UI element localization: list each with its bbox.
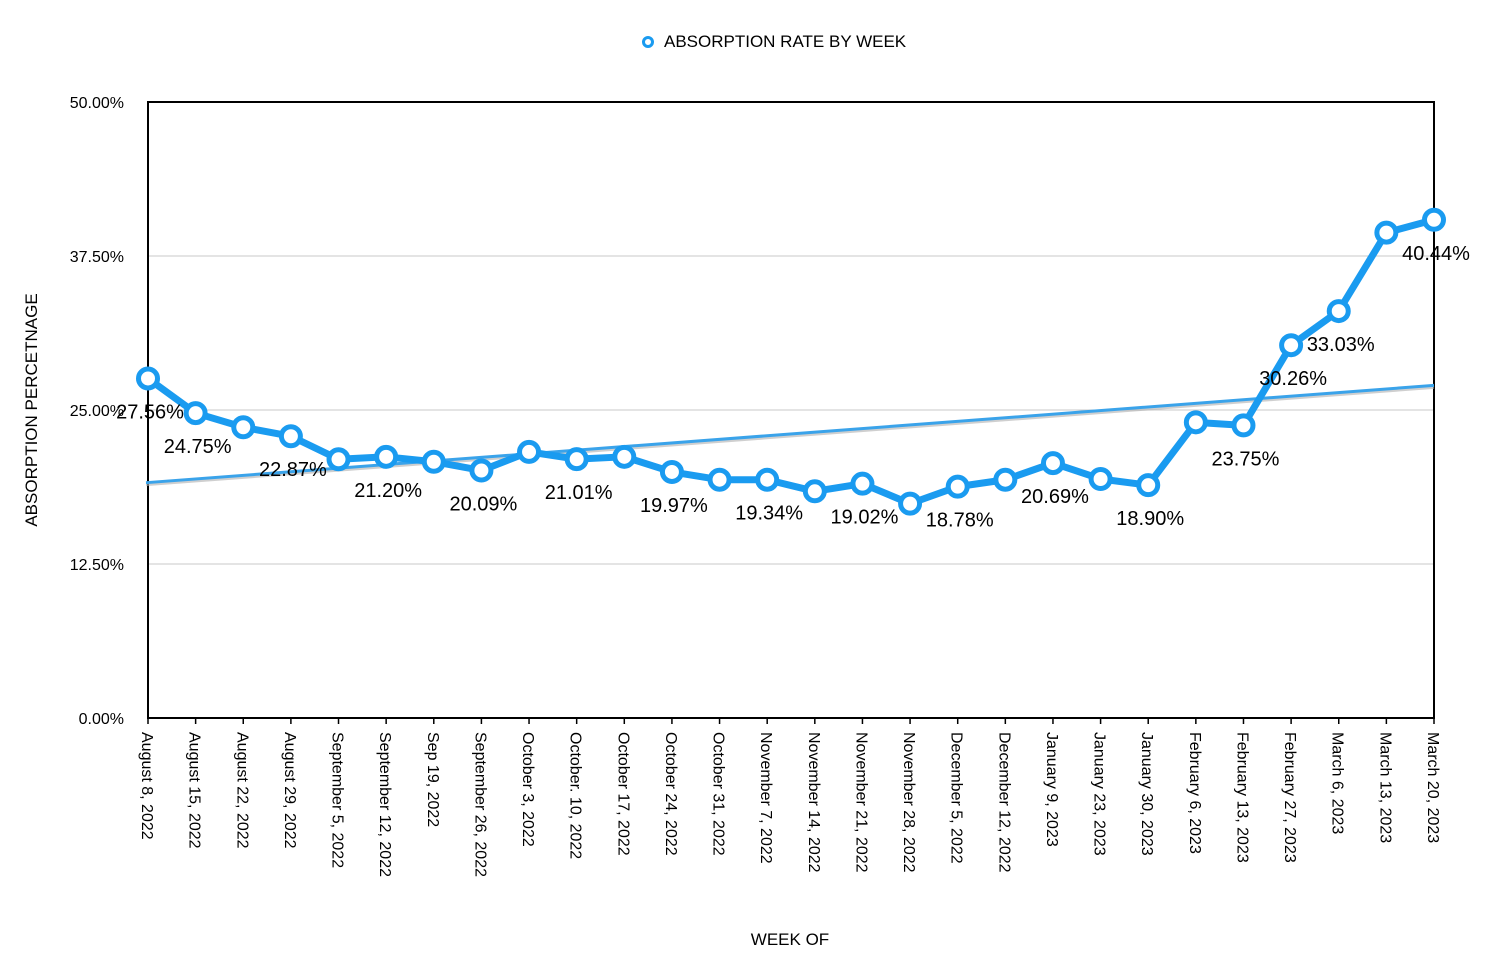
x-tick-label: November 14, 2022 xyxy=(805,732,822,873)
x-tick-label: October 3, 2022 xyxy=(519,732,536,847)
data-label: 18.78% xyxy=(926,510,994,532)
x-tick-label: August 8, 2022 xyxy=(138,732,155,840)
data-point xyxy=(1231,413,1256,438)
data-point xyxy=(755,467,780,492)
trendline-shadow xyxy=(145,385,1435,487)
data-point xyxy=(898,491,923,516)
x-tick-label: February 27, 2023 xyxy=(1281,732,1298,863)
data-point xyxy=(1136,473,1161,498)
x-tick-label: December 12, 2022 xyxy=(995,732,1012,873)
data-point xyxy=(469,458,494,483)
legend-label: ABSORPTION RATE BY WEEK xyxy=(664,32,907,51)
data-point xyxy=(1326,299,1351,324)
x-tick-label: March 20, 2023 xyxy=(1424,732,1441,843)
x-tick-label: October 31, 2022 xyxy=(710,732,727,856)
data-label: 40.44% xyxy=(1402,243,1470,265)
x-tick-label: November 21, 2022 xyxy=(852,732,869,873)
x-tick-label: January 23, 2023 xyxy=(1091,732,1108,856)
x-tick-label: August 15, 2022 xyxy=(186,732,203,849)
y-tick-label: 50.00% xyxy=(70,95,124,112)
data-label: 19.02% xyxy=(831,507,899,529)
x-tick-label: February 6, 2023 xyxy=(1186,732,1203,854)
data-point xyxy=(136,366,160,391)
x-tick-label: December 5, 2022 xyxy=(948,732,965,864)
data-label: 18.90% xyxy=(1116,508,1184,530)
data-point xyxy=(564,447,589,472)
y-tick-label: 12.50% xyxy=(70,557,124,574)
x-tick-label: October 17, 2022 xyxy=(614,732,631,856)
data-label: 23.75% xyxy=(1212,448,1280,470)
x-tick-label: September 12, 2022 xyxy=(376,732,393,877)
data-point xyxy=(850,471,875,496)
data-label: 30.26% xyxy=(1259,368,1327,390)
x-tick-label: February 13, 2023 xyxy=(1233,732,1250,863)
data-label: 21.01% xyxy=(545,482,613,504)
data-point xyxy=(1279,333,1304,358)
y-axis-title: ABSORPTION PERCETNAGE xyxy=(22,293,41,527)
data-point xyxy=(1040,451,1065,476)
data-point xyxy=(945,474,970,499)
data-label: 24.75% xyxy=(164,436,232,458)
data-point xyxy=(278,424,303,449)
x-tick-label: October. 10, 2022 xyxy=(567,732,584,859)
x-tick-label: August 22, 2022 xyxy=(233,732,250,849)
data-label: 22.87% xyxy=(259,459,327,481)
y-tick-label: 0.00% xyxy=(79,711,124,728)
data-point xyxy=(1374,220,1399,245)
series-line xyxy=(144,216,1438,508)
x-tick-label: Sep 19, 2022 xyxy=(424,732,441,827)
data-point xyxy=(231,415,256,440)
data-point xyxy=(326,447,351,472)
x-tick-label: August 29, 2022 xyxy=(281,732,298,849)
data-point xyxy=(993,467,1018,492)
data-point xyxy=(659,459,684,484)
x-tick-label: November 28, 2022 xyxy=(900,732,917,873)
data-point xyxy=(374,444,399,469)
x-tick-label: January 9, 2023 xyxy=(1043,732,1060,847)
data-label: 33.03% xyxy=(1307,334,1375,356)
y-tick-label: 25.00% xyxy=(70,403,124,420)
x-tick-label: October 24, 2022 xyxy=(662,732,679,856)
data-point xyxy=(707,467,732,492)
data-label: 19.34% xyxy=(735,503,803,525)
x-tick-label: March 6, 2023 xyxy=(1329,732,1346,834)
data-label: 19.97% xyxy=(640,495,708,517)
data-point xyxy=(1422,207,1446,232)
data-label: 21.20% xyxy=(354,480,422,502)
x-axis-title: WEEK OF xyxy=(750,930,830,949)
x-tick-label: January 30, 2023 xyxy=(1138,732,1155,856)
data-label: 27.56% xyxy=(116,401,184,423)
data-point xyxy=(1088,466,1113,491)
data-point xyxy=(802,479,827,504)
data-point xyxy=(612,444,637,469)
data-point xyxy=(183,401,208,426)
chart-legend: ABSORPTION RATE BY WEEK xyxy=(642,30,906,54)
data-point xyxy=(1183,410,1208,435)
x-tick-label: March 13, 2023 xyxy=(1376,732,1393,843)
trendline xyxy=(145,383,1435,485)
data-label: 20.09% xyxy=(449,493,517,515)
x-tick-label: September 26, 2022 xyxy=(471,732,488,877)
data-point xyxy=(421,449,446,474)
y-tick-label: 37.50% xyxy=(70,249,124,266)
x-tick-label: September 5, 2022 xyxy=(329,732,346,868)
plot-frame xyxy=(147,101,1435,719)
data-point xyxy=(517,439,542,464)
x-tick-label: November 7, 2022 xyxy=(757,732,774,864)
data-label: 20.69% xyxy=(1021,486,1089,508)
legend-marker-icon xyxy=(642,36,654,48)
